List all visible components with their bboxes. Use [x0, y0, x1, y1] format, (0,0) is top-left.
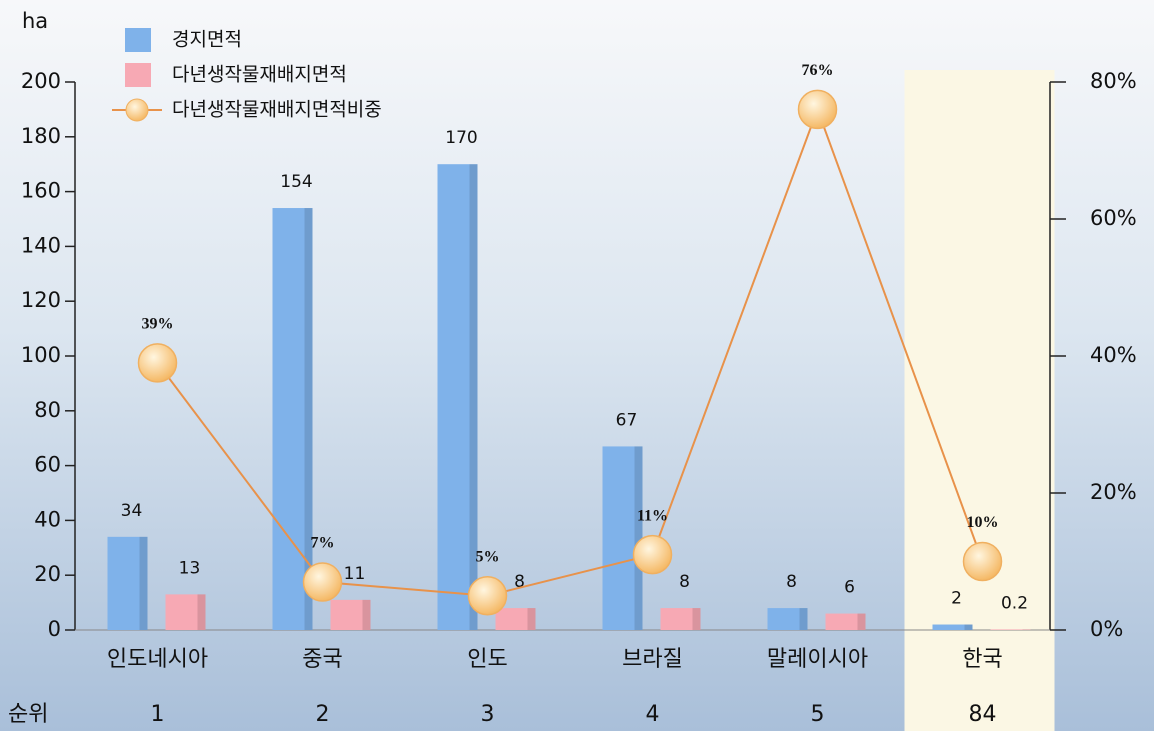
bar	[602, 446, 643, 630]
line-point	[302, 562, 343, 602]
y-tick-label: 180	[21, 124, 61, 148]
value-label: 154	[280, 172, 312, 192]
value-label: 170	[445, 128, 477, 148]
bar	[495, 608, 536, 630]
bar-side	[469, 164, 478, 630]
value-label: 34	[121, 501, 143, 521]
rank: 3	[481, 702, 495, 727]
y-tick-label: 60	[34, 453, 61, 477]
y-tick-label: 40	[34, 507, 61, 531]
value-label: 76%	[802, 62, 834, 79]
bar-side	[857, 613, 866, 630]
legend-label: 다년생작물재배지면적	[172, 64, 347, 86]
legend-swatch	[125, 28, 151, 52]
value-label: 8	[786, 572, 797, 592]
bar-side	[692, 608, 701, 630]
x-tick-label: 말레이시아	[767, 647, 868, 672]
y-tick-label: 140	[21, 233, 61, 257]
value-label: 39%	[142, 316, 174, 333]
value-label: 10%	[967, 514, 999, 531]
bar-side	[527, 608, 536, 630]
value-label: 8	[514, 572, 525, 592]
line-point	[467, 576, 508, 616]
value-label: 7%	[311, 535, 335, 552]
rank: 2	[316, 702, 330, 727]
value-label: 2	[951, 589, 962, 609]
y-tick-label: 20	[34, 562, 61, 586]
bar-side	[799, 608, 808, 630]
y-tick-label: 80	[34, 398, 61, 422]
bar	[437, 164, 478, 630]
bar	[990, 629, 1031, 630]
bar	[330, 599, 371, 630]
y-axis-label: ha	[22, 9, 48, 33]
bar-side	[139, 536, 148, 630]
value-label: 8	[679, 572, 690, 592]
x-tick-label: 브라질	[622, 647, 683, 672]
x-tick-label: 인도네시아	[107, 647, 208, 672]
bar	[932, 624, 973, 630]
value-label: 67	[616, 410, 638, 430]
legend-label: 다년생작물재배지면적비중	[172, 99, 382, 121]
line-point	[137, 343, 178, 383]
legend-label: 경지면적	[172, 29, 242, 51]
rank: 5	[811, 702, 825, 727]
y-tick-label: 100	[21, 343, 61, 367]
rank: 1	[151, 702, 165, 727]
bar	[165, 594, 206, 630]
line	[156, 106, 984, 597]
bar-side	[634, 446, 643, 630]
bar	[767, 608, 808, 630]
legend-swatch	[125, 63, 151, 87]
y-tick-label: 200	[21, 69, 61, 93]
value-label: 0.2	[1001, 593, 1028, 613]
rank: 84	[969, 702, 997, 727]
value-label: 6	[844, 578, 855, 598]
bar	[825, 613, 866, 630]
value-label: 11%	[637, 507, 668, 524]
y2-tick-label: 0%	[1090, 617, 1123, 641]
y-tick-label: 0	[48, 617, 61, 641]
bar-side	[362, 599, 371, 630]
bar-side	[197, 594, 206, 630]
bar	[107, 536, 148, 630]
bar-side	[304, 208, 313, 631]
value-label: 11	[344, 564, 366, 584]
rank: 4	[646, 702, 660, 727]
y2-tick-label: 80%	[1090, 69, 1137, 93]
line-point	[962, 541, 1003, 582]
line-point	[632, 534, 673, 575]
line-point	[797, 89, 838, 130]
x-tick-label: 한국	[962, 647, 1002, 672]
x-tick-label: 중국	[302, 647, 342, 672]
y2-tick-label: 60%	[1090, 206, 1137, 230]
y-tick-label: 120	[21, 288, 61, 312]
bar-side	[964, 624, 973, 630]
y-tick-label: 160	[21, 179, 61, 203]
highlight-band	[904, 70, 1055, 731]
value-label: 5%	[476, 548, 500, 565]
y2-tick-label: 40%	[1090, 343, 1137, 367]
bar	[660, 608, 701, 630]
y2-tick-label: 20%	[1090, 480, 1137, 504]
x-tick-label: 인도	[467, 647, 507, 672]
rank-label: 순위	[8, 702, 48, 727]
legend-marker	[125, 98, 149, 122]
value-label: 13	[179, 558, 201, 578]
bar-side	[1022, 629, 1031, 630]
